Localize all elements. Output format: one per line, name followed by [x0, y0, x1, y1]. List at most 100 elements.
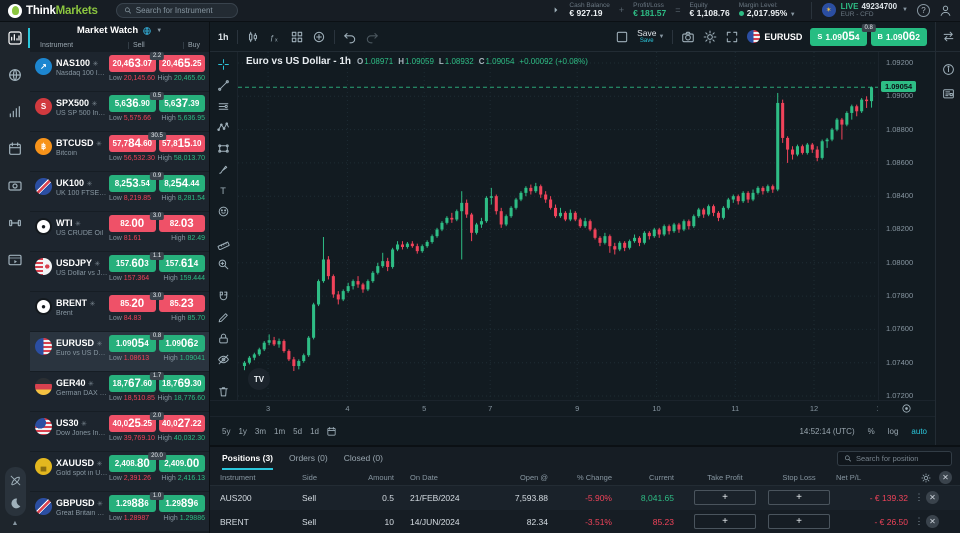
ruler-icon[interactable]: [217, 237, 230, 250]
buy-price-button[interactable]: 1.09062: [159, 335, 206, 352]
goto-date-icon[interactable]: [326, 426, 337, 437]
stop-loss-button[interactable]: +: [768, 514, 830, 529]
emoji-icon[interactable]: [217, 205, 230, 218]
hlines-icon[interactable]: [217, 100, 230, 113]
market-watch-row-us30[interactable]: US30 ✳Dow Jones Ind...2.040,025.2540,027…: [30, 412, 209, 451]
snapshot-icon[interactable]: [681, 30, 695, 44]
auto-scale-toggle[interactable]: auto: [911, 427, 927, 436]
position-search[interactable]: [837, 451, 952, 466]
dark-mode-icon[interactable]: [9, 497, 22, 510]
buy-price-button[interactable]: 18,769.30: [159, 375, 206, 392]
buy-price-button[interactable]: 1.29896: [159, 495, 206, 512]
chart-plot[interactable]: Euro vs US Dollar - 1h O1.08971 H1.09059…: [238, 52, 878, 400]
pattern-icon[interactable]: [217, 121, 230, 134]
range-1m[interactable]: 1m: [274, 427, 285, 436]
compare-icon[interactable]: [942, 30, 955, 43]
sell-price-button[interactable]: 82.00: [109, 215, 156, 232]
hide-icon[interactable]: [217, 353, 230, 366]
shapes-icon[interactable]: [217, 142, 230, 155]
brush-icon[interactable]: [217, 163, 230, 176]
position-search-input[interactable]: [856, 454, 945, 463]
position-row-brent[interactable]: BRENTSell1014/JUN/202482.34-3.51%85.23++…: [210, 510, 960, 533]
stop-loss-button[interactable]: +: [768, 490, 830, 505]
market-watch-row-gbpusd[interactable]: GBPUSD ✳Great Britain Po...1.01.298861.2…: [30, 492, 209, 531]
range-5d[interactable]: 5d: [293, 427, 302, 436]
sell-price-button[interactable]: 85.20: [109, 295, 156, 312]
tradingview-logo[interactable]: TV: [248, 368, 270, 390]
take-profit-button[interactable]: +: [694, 490, 756, 505]
account-switcher[interactable]: ✶ LIVE49234700 EUR - CFD ▼: [811, 2, 908, 19]
collapse-panel-icon[interactable]: [552, 6, 560, 14]
buy-price-button[interactable]: 85.23: [159, 295, 206, 312]
timeframe-button[interactable]: 1h: [218, 32, 229, 42]
market-watch-row-nas100[interactable]: ↗NAS100 ✳Nasdaq 100 Ind...2.220,463.0720…: [30, 52, 209, 91]
buy-price-button[interactable]: 20,465.25: [159, 55, 206, 72]
sell-button[interactable]: S 1.09054: [810, 28, 866, 46]
rocket-disabled-icon[interactable]: [9, 474, 22, 487]
signals-icon[interactable]: [7, 104, 23, 120]
cash-icon[interactable]: [7, 178, 23, 194]
sell-price-button[interactable]: 1.29886: [109, 495, 156, 512]
position-row-aus200[interactable]: AUS200Sell0.521/FEB/20247,593.88-5.90%8,…: [210, 486, 960, 510]
tab-positions[interactable]: Positions (3): [222, 447, 273, 470]
market-watch-header[interactable]: Market Watch ▼: [30, 22, 209, 39]
sell-price-button[interactable]: 40,025.25: [109, 415, 156, 432]
zoom-in-icon[interactable]: [217, 258, 230, 271]
markets-icon[interactable]: [7, 67, 23, 83]
market-watch-row-usdjpy[interactable]: USDJPY ✳US Dollar vs Ja...1.1157.603157.…: [30, 252, 209, 291]
sell-price-button[interactable]: 8,253.54: [109, 175, 156, 192]
fullscreen-icon[interactable]: [725, 30, 739, 44]
row-menu-icon[interactable]: ⋮: [912, 516, 926, 527]
positions-settings-icon[interactable]: [921, 473, 931, 483]
market-watch-row-brent[interactable]: ●BRENT ✳Brent3.085.2085.23Low 84.83High …: [30, 292, 209, 331]
market-watch-row-uk100[interactable]: UK100 ✳UK 100 FTSE In...0.98,253.548,254…: [30, 172, 209, 211]
sell-price-button[interactable]: 18,767.60: [109, 375, 156, 392]
trash-icon[interactable]: [217, 385, 230, 398]
time-axis[interactable]: 3457910111213: [210, 400, 935, 416]
lock-icon[interactable]: [217, 332, 230, 345]
sell-price-button[interactable]: 20,463.07: [109, 55, 156, 72]
calendar-icon[interactable]: [7, 141, 23, 157]
sell-price-button[interactable]: 157.603: [109, 255, 156, 272]
layout-icon[interactable]: [290, 30, 304, 44]
candles-icon[interactable]: [246, 30, 260, 44]
margin-level[interactable]: Margin Level: 2,017.95% ▼: [739, 2, 796, 19]
buy-price-button[interactable]: 40,027.22: [159, 415, 206, 432]
price-axis[interactable]: 1.09054 1.092001.090001.088001.086001.08…: [878, 52, 935, 400]
range-1d[interactable]: 1d: [310, 427, 319, 436]
tab-orders[interactable]: Orders (0): [289, 447, 328, 470]
buy-price-button[interactable]: 5,637.39: [159, 95, 206, 112]
buy-price-button[interactable]: 8,254.44: [159, 175, 206, 192]
take-profit-button[interactable]: +: [694, 514, 756, 529]
market-watch-row-ger40[interactable]: GER40 ✳German DAX 4...1.718,767.6018,769…: [30, 372, 209, 411]
market-watch-row-wti[interactable]: ●WTI ✳US CRUDE Oil3.082.0082.03Low 81.61…: [30, 212, 209, 251]
add-icon[interactable]: [312, 30, 326, 44]
help-icon[interactable]: ?: [917, 4, 930, 17]
info-icon[interactable]: [942, 63, 955, 76]
buy-button[interactable]: B 1.09062: [871, 28, 928, 46]
scroll-to-realtime-icon[interactable]: [901, 403, 912, 414]
settings-icon[interactable]: [703, 30, 717, 44]
tab-closed[interactable]: Closed (0): [344, 447, 383, 470]
crosshair-icon[interactable]: [217, 58, 230, 71]
profile-icon[interactable]: [939, 4, 952, 17]
chart-symbol-chip[interactable]: EURUSD: [747, 30, 802, 43]
undo-icon[interactable]: [343, 30, 357, 44]
news-icon[interactable]: [942, 87, 955, 100]
range-3m[interactable]: 3m: [255, 427, 266, 436]
close-position-icon[interactable]: ✕: [926, 515, 939, 528]
watchlist-icon[interactable]: [7, 30, 23, 46]
sell-price-button[interactable]: 5,636.90: [109, 95, 156, 112]
close-position-icon[interactable]: ✕: [926, 491, 939, 504]
buy-price-button[interactable]: 82.03: [159, 215, 206, 232]
range-1y[interactable]: 1y: [238, 427, 246, 436]
market-watch-row-xauusd[interactable]: ▄XAUUSD ✳Gold spot in USD20.02,408.802,4…: [30, 452, 209, 491]
collapse-up-icon[interactable]: ▲: [12, 520, 19, 527]
magnet-icon[interactable]: [217, 290, 230, 303]
checkbox-icon[interactable]: [615, 30, 629, 44]
market-watch-row-eurusd[interactable]: EURUSD ✳Euro vs US Dollar0.81.090541.090…: [30, 332, 209, 371]
text-icon[interactable]: T: [217, 184, 230, 197]
trendline-icon[interactable]: [217, 79, 230, 92]
video-icon[interactable]: [7, 252, 23, 268]
close-all-icon[interactable]: ✕: [939, 471, 952, 484]
